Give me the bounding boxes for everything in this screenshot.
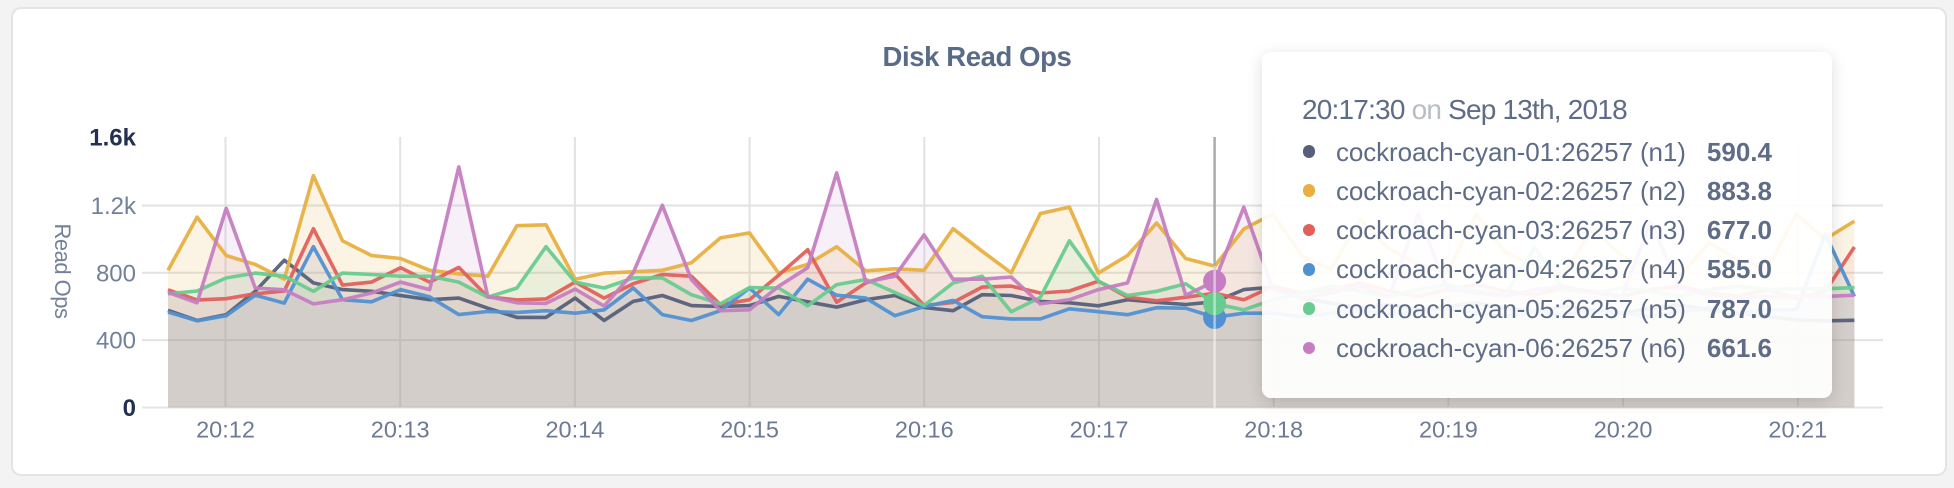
svg-text:20:19: 20:19	[1419, 417, 1478, 443]
svg-text:20:15: 20:15	[720, 417, 779, 443]
svg-text:20:17: 20:17	[1070, 417, 1129, 443]
svg-text:1.2k: 1.2k	[91, 193, 137, 220]
svg-text:20:14: 20:14	[545, 417, 604, 443]
svg-text:20:16: 20:16	[895, 417, 954, 443]
svg-text:20:12: 20:12	[196, 417, 255, 443]
svg-text:20:20: 20:20	[1594, 417, 1653, 443]
svg-text:0: 0	[123, 395, 136, 422]
svg-text:1.6k: 1.6k	[89, 125, 136, 152]
svg-text:20:13: 20:13	[371, 417, 430, 443]
svg-text:800: 800	[96, 260, 136, 287]
svg-text:400: 400	[96, 328, 136, 355]
svg-text:Read Ops: Read Ops	[50, 223, 75, 319]
svg-text:20:21: 20:21	[1768, 417, 1827, 443]
svg-text:20:18: 20:18	[1244, 417, 1303, 443]
